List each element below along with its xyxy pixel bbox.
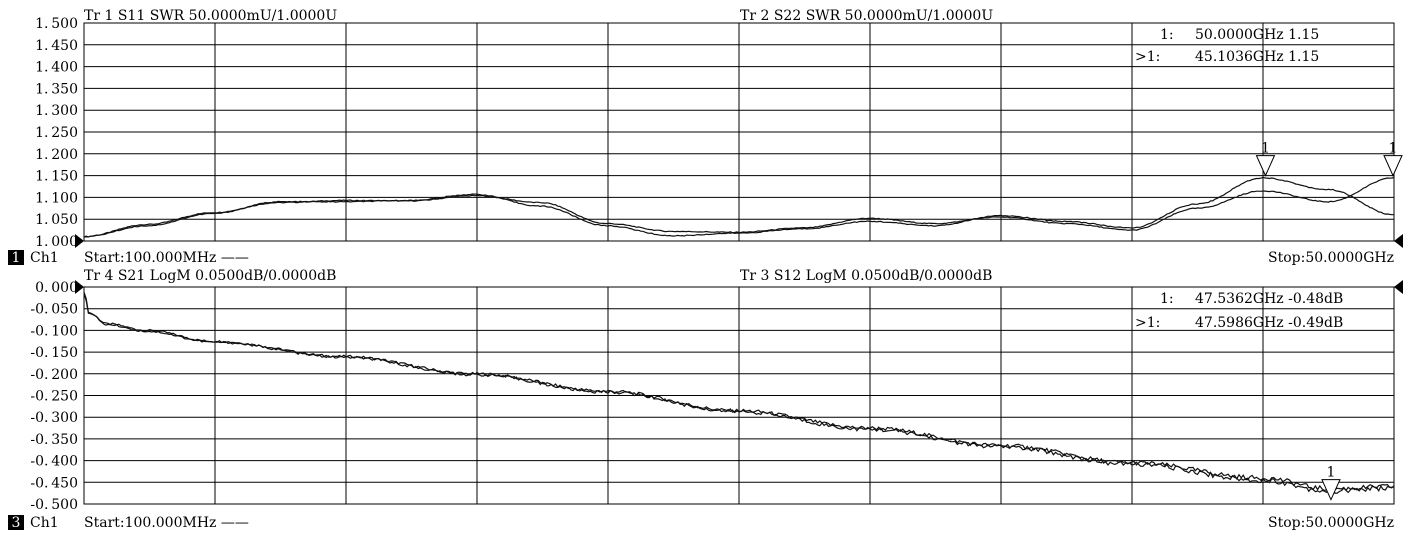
marker-label: 1 [1389, 141, 1398, 157]
channel-badge [8, 250, 24, 265]
y-tick-label: -0. 500 [30, 497, 78, 513]
y-tick-label: -0. 300 [30, 410, 78, 426]
y-tick-label: -0. 200 [30, 367, 78, 383]
marker-label: 1 [1261, 141, 1270, 157]
reference-right-icon [1394, 234, 1403, 248]
marker-readout-value: 47.5986GHz -0.49dB [1195, 315, 1343, 331]
y-tick-label: 1. 400 [35, 60, 78, 76]
trace-label: Tr 2 S22 SWR 50.0000mU/1.0000U [740, 8, 993, 24]
trace-label: Tr 1 S11 SWR 50.0000mU/1.0000U [84, 8, 337, 24]
chart-panel-2: 0. 000 -0. 050 -0. 100 -0. 150 -0. 200 -0. 25… [8, 268, 1403, 531]
reference-left-icon [75, 234, 84, 248]
stop-frequency: Stop:50.0000GHz [1268, 250, 1394, 266]
y-tick-label: 1. 350 [35, 81, 78, 97]
y-tick-label: 1. 500 [35, 16, 78, 32]
y-tick-label: -0. 400 [30, 454, 78, 470]
y-tick-label: 1. 000 [35, 234, 78, 250]
marker-triangle-icon [1255, 155, 1276, 177]
y-tick-label: 1. 250 [35, 125, 78, 141]
marker-triangle-icon [1383, 155, 1403, 177]
marker-label: 1 [1326, 465, 1335, 481]
channel-label: Ch1 [30, 515, 59, 531]
channel-label: Ch1 [30, 250, 59, 266]
y-tick-label: -0. 250 [30, 389, 78, 405]
reference-left-icon [75, 280, 84, 294]
trace-line-2 [83, 176, 1394, 238]
marker-readout-value: 47.5362GHz -0.48dB [1195, 291, 1343, 307]
channel-badge [8, 515, 24, 530]
y-tick-label: -0. 450 [30, 475, 78, 491]
marker-readout-prefix: 1: [1160, 291, 1174, 307]
channel-badge-number: 1 [12, 250, 21, 266]
y-tick-label: -0. 150 [30, 345, 78, 361]
y-tick-label: -0. 350 [30, 432, 78, 448]
y-tick-label: 1. 450 [35, 38, 78, 54]
trace-label: Tr 3 S12 LogM 0.0500dB/0.0000dB [740, 268, 992, 284]
marker-triangle-icon [1321, 479, 1341, 501]
marker-readout-value: 50.0000GHz 1.15 [1195, 27, 1319, 43]
chart-panel-1: 1. 500 1. 450 1. 400 1. 350 1. 300 1. 250 1. 2… [8, 8, 1403, 266]
start-frequency: Start:100.000MHz —— [84, 250, 249, 266]
marker-readout-prefix: >1: [1135, 49, 1160, 65]
channel-badge-number: 3 [12, 515, 21, 531]
y-tick-label: 1. 200 [35, 147, 78, 163]
stop-frequency: Stop:50.0000GHz [1268, 515, 1394, 531]
trace-label: Tr 4 S21 LogM 0.0500dB/0.0000dB [84, 268, 336, 284]
y-tick-label: 1. 300 [35, 103, 78, 119]
marker-readout-prefix: >1: [1135, 315, 1160, 331]
trace-line-2 [83, 292, 1395, 494]
y-tick-label: 1. 150 [35, 169, 78, 185]
marker-readout-prefix: 1: [1160, 27, 1174, 43]
y-tick-label: 1. 100 [35, 190, 78, 206]
y-tick-label: -0. 100 [30, 323, 78, 339]
y-tick-label: -0. 050 [30, 302, 78, 318]
y-tick-label: 1. 050 [35, 212, 78, 228]
reference-right-icon [1394, 280, 1403, 294]
start-frequency: Start:100.000MHz —— [84, 515, 249, 531]
marker-readout-value: 45.1036GHz 1.15 [1195, 49, 1319, 65]
y-tick-label: 0. 000 [35, 280, 78, 296]
